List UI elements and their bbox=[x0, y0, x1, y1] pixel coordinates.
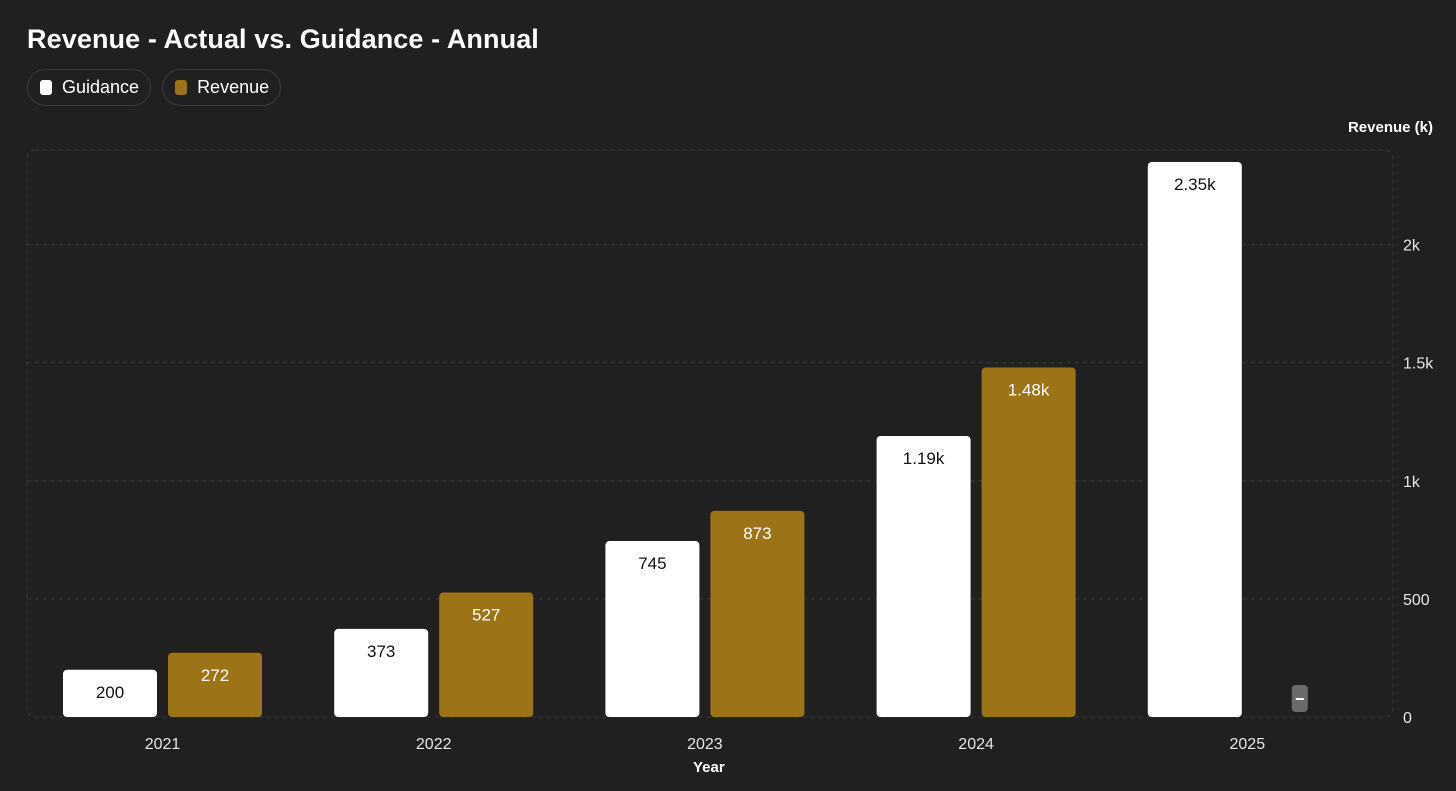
plot-area bbox=[26, 149, 1394, 718]
x-tick-label: 2025 bbox=[1230, 736, 1266, 753]
y-tick-label: 500 bbox=[1403, 592, 1430, 609]
data-label: 1.48k bbox=[1008, 380, 1050, 399]
legend-label-guidance: Guidance bbox=[62, 77, 140, 97]
legend-label-revenue: Revenue bbox=[197, 77, 270, 97]
bar-guidance-2023 bbox=[605, 541, 700, 717]
y-tick-label: 1k bbox=[1403, 474, 1421, 491]
data-label: 873 bbox=[743, 524, 771, 543]
x-tick-label: 2022 bbox=[416, 736, 452, 753]
y-tick-label: 0 bbox=[1403, 710, 1412, 727]
x-tick-label: 2024 bbox=[958, 736, 994, 753]
data-label: 373 bbox=[367, 642, 395, 661]
legend-swatch-revenue bbox=[175, 80, 188, 95]
x-tick-label: 2023 bbox=[687, 736, 723, 753]
y-tick-label: 1.5k bbox=[1403, 356, 1434, 373]
x-axis-title: Year bbox=[693, 759, 725, 776]
x-tick-label: 2021 bbox=[145, 736, 181, 753]
bar-revenue-2024 bbox=[981, 367, 1076, 717]
bar-revenue-2022 bbox=[439, 592, 534, 717]
legend-swatch-guidance bbox=[40, 80, 52, 95]
data-label: 527 bbox=[472, 606, 500, 625]
legend-item-guidance[interactable]: Guidance bbox=[27, 69, 152, 106]
bar-revenue-2021 bbox=[168, 652, 262, 717]
data-label: 200 bbox=[96, 683, 124, 702]
bar-guidance-2024 bbox=[876, 435, 971, 717]
chart-title: Revenue - Actual vs. Guidance - Annual bbox=[27, 24, 539, 54]
bar-guidance-2025 bbox=[1147, 162, 1242, 717]
bar-guidance-2021 bbox=[63, 669, 157, 717]
legend-item-revenue[interactable]: Revenue bbox=[162, 69, 282, 106]
bar-guidance-2022 bbox=[334, 628, 429, 717]
data-label: 1.19k bbox=[903, 449, 945, 468]
y-tick-label: 2k bbox=[1403, 238, 1421, 255]
bar-revenue-2023 bbox=[710, 510, 805, 717]
data-label: 745 bbox=[638, 554, 666, 573]
y-axis-title: Revenue (k) bbox=[1347, 119, 1433, 136]
data-label: 272 bbox=[201, 666, 229, 685]
chart-legend: Guidance Revenue bbox=[27, 69, 282, 106]
data-label: 2.35k bbox=[1174, 175, 1216, 194]
